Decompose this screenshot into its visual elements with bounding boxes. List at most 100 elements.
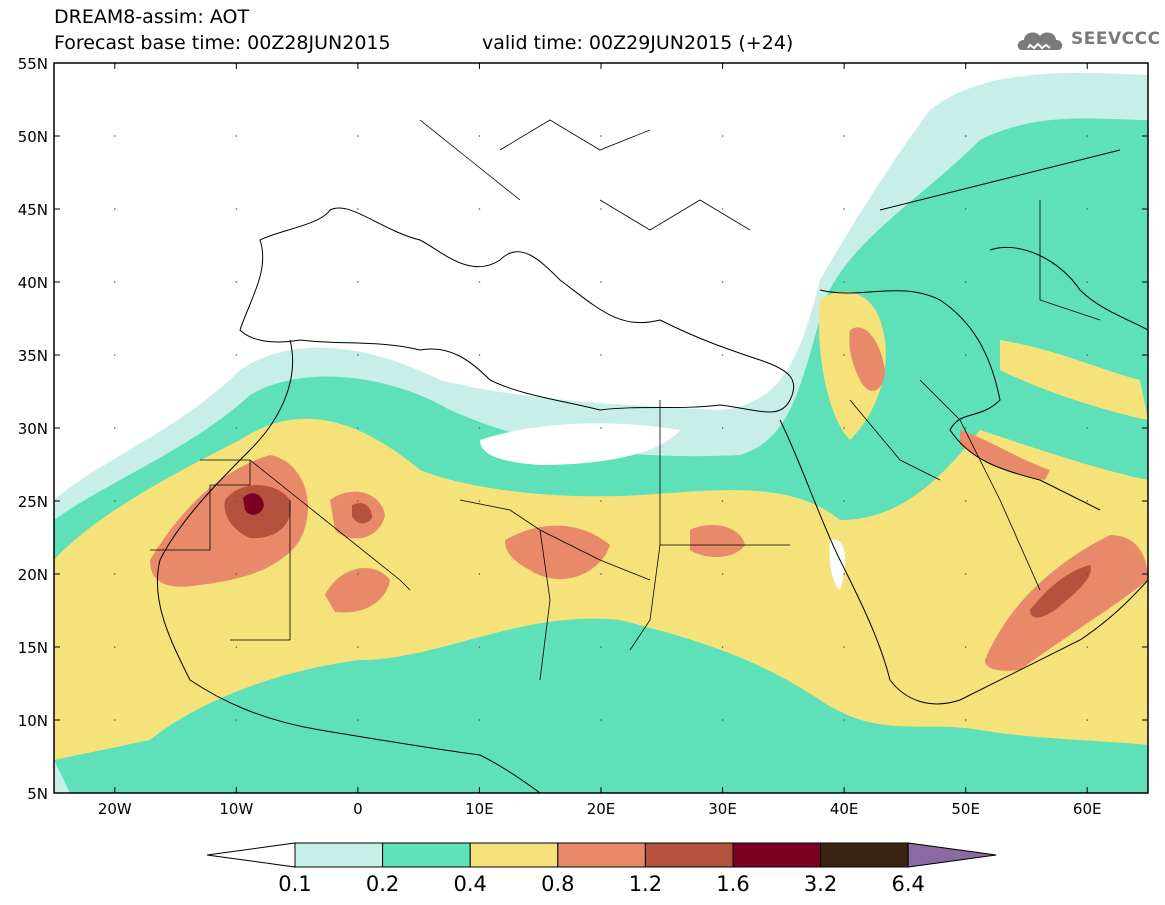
coastlines	[156, 149, 1148, 793]
latitude-labels: 55N 50N 45N 40N 35N 30N 25N 20N 15N 10N 5N	[18, 55, 48, 803]
graticule	[113, 135, 1089, 721]
aot-contour-0.8-iraq	[849, 327, 885, 391]
colorbar	[206, 842, 997, 868]
graticule-dot	[721, 646, 724, 648]
colorbar-arrow-high	[907, 842, 997, 868]
chart-title: DREAM8-assim: AOT	[54, 6, 250, 28]
graticule-dot	[600, 427, 602, 429]
colorbar-segment	[382, 842, 471, 868]
graticule-dot	[600, 646, 602, 648]
graticule-dot	[600, 208, 602, 210]
graticule-dot	[964, 208, 967, 210]
graticule-dot	[478, 719, 481, 721]
aot-contour-0.4-iran	[1000, 340, 1148, 420]
lon-label-40E: 40E	[830, 800, 859, 818]
lat-label-5N: 5N	[27, 785, 48, 803]
graticule-dot	[357, 500, 359, 502]
graticule-dot	[843, 354, 845, 356]
graticule-dot	[113, 354, 116, 356]
graticule-dot	[1086, 427, 1089, 429]
aot-contour-1.6-max	[243, 493, 264, 515]
lat-label-10N: 10N	[18, 712, 48, 730]
aot-clear-egypt	[480, 423, 680, 465]
lat-label-55N: 55N	[18, 55, 48, 73]
aot-contour-0.4	[54, 418, 1148, 760]
graticule-dot	[1086, 354, 1089, 356]
graticule-dot	[235, 500, 238, 502]
lon-label-60E: 60E	[1073, 800, 1102, 818]
graticule-dot	[1086, 719, 1089, 721]
graticule-dot	[843, 719, 845, 721]
lon-label-10W: 10W	[219, 800, 253, 818]
valid-time: valid time: 00Z29JUN2015 (+24)	[482, 32, 794, 54]
graticule-dot	[721, 573, 724, 575]
graticule-dot	[235, 354, 238, 356]
seevccc-logo: SEEVCCC	[1071, 29, 1161, 49]
graticule-dot	[113, 719, 116, 721]
lat-label-25N: 25N	[18, 493, 48, 511]
graticule-dot	[964, 281, 967, 283]
graticule-dot	[113, 281, 116, 283]
lat-label-50N: 50N	[18, 128, 48, 146]
graticule-dot	[1086, 646, 1089, 648]
graticule-dot	[235, 573, 238, 575]
graticule-dot	[357, 646, 359, 648]
graticule-dot	[964, 573, 967, 575]
graticule-dot	[843, 281, 845, 283]
lon-label-30E: 30E	[708, 800, 737, 818]
lat-label-30N: 30N	[18, 420, 48, 438]
graticule-dot	[478, 427, 481, 429]
colorbar-segment	[294, 842, 384, 868]
graticule-dot	[113, 427, 116, 429]
graticule-dot	[1086, 208, 1089, 210]
graticule-dot	[1086, 500, 1089, 502]
cloud-icon	[1017, 32, 1063, 50]
colorbar-segment	[469, 842, 559, 868]
graticule-dot	[843, 208, 845, 210]
graticule-dot	[600, 719, 602, 721]
graticule-dot	[600, 281, 602, 283]
graticule-dot	[721, 427, 724, 429]
graticule-dot	[600, 573, 602, 575]
graticule-dot	[113, 500, 116, 502]
graticule-dot	[1086, 135, 1089, 137]
graticule-dot	[1086, 281, 1089, 283]
longitude-labels: 20W 10W 0 10E 20E 30E 40E 50E 60E	[98, 800, 1102, 818]
lat-label-45N: 45N	[18, 201, 48, 219]
colorbar-label: 0.1	[278, 872, 312, 896]
graticule-dot	[600, 500, 602, 502]
graticule-dot	[964, 354, 967, 356]
graticule-dot	[357, 208, 359, 210]
graticule-dot	[964, 427, 967, 429]
aot-contour-0.8-gulf	[960, 430, 1050, 480]
graticule-dot	[843, 500, 845, 502]
colorbar-label: 0.8	[541, 872, 575, 896]
aot-contour-0.8-mali2	[325, 568, 390, 613]
graticule-dot	[235, 719, 238, 721]
lat-label-35N: 35N	[18, 347, 48, 365]
lat-label-20N: 20N	[18, 566, 48, 584]
graticule-dot	[478, 354, 481, 356]
graticule-dot	[478, 573, 481, 575]
axis-ticks	[54, 62, 1148, 794]
lat-label-15N: 15N	[18, 639, 48, 657]
graticule-dot	[357, 354, 359, 356]
graticule-dot	[478, 500, 481, 502]
colorbar-segment	[644, 842, 734, 868]
graticule-dot	[964, 135, 967, 137]
graticule-dot	[843, 427, 845, 429]
graticule-dot	[235, 646, 238, 648]
country-borders	[150, 119, 1101, 681]
graticule-dot	[357, 573, 359, 575]
colorbar-label: 1.6	[716, 872, 750, 896]
graticule-dot	[113, 646, 116, 648]
lon-label-20E: 20E	[587, 800, 616, 818]
graticule-dot	[478, 646, 481, 648]
graticule-dot	[113, 135, 116, 137]
graticule-dot	[1086, 573, 1089, 575]
colorbar-segment	[820, 842, 909, 868]
aot-contour-0.8-chad	[505, 525, 610, 580]
colorbar-arrow-low	[206, 842, 296, 868]
graticule-dot	[964, 646, 967, 648]
